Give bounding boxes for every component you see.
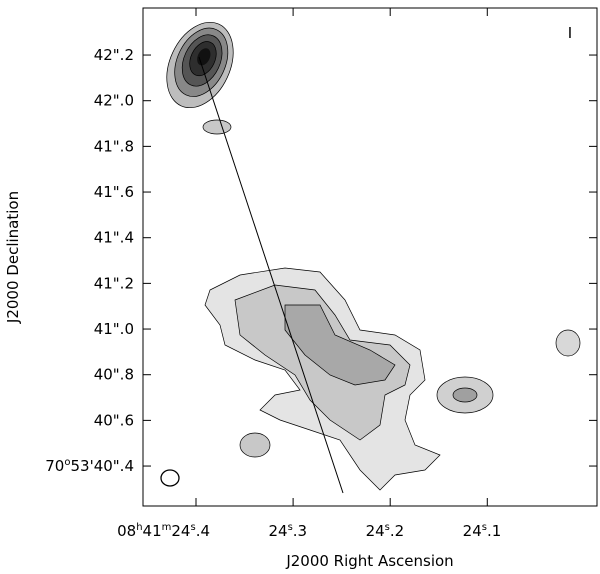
x-tick-label: 24s.3 [268,522,307,540]
x-tick-label: 24s.1 [463,522,502,540]
beam [160,469,180,487]
contour-map [160,21,581,494]
y-tick-label: 42".0 [94,92,134,110]
contour-knot [452,387,478,403]
contour-knot [239,432,271,458]
y-tick-label: 41".4 [94,229,134,247]
core [166,21,234,109]
y-tick-label: 40".8 [94,366,134,384]
jet-axis [198,56,344,494]
x-axis-title: J2000 Right Ascension [285,552,453,570]
y-axis-title: J2000 Declination [4,191,22,324]
y-tick-label: 70o53'40".4 [45,457,134,475]
y-tick-label: 41".2 [94,274,134,292]
y-tick-label: 40".6 [94,411,134,429]
stokes-label: I [568,24,572,42]
contour-knot [555,329,581,357]
x-tick-label: 24s.2 [366,522,405,540]
y-tick-label: 41".0 [94,320,134,338]
plot-frame [142,7,598,507]
x-tick-label: 08h41m24s.4 [117,522,210,540]
y-tick-label: 41".6 [94,183,134,201]
y-tick-label: 42".2 [94,46,134,64]
contour-inner [284,304,396,386]
y-tick-label: 41".8 [94,137,134,155]
contour-knot [202,119,232,135]
